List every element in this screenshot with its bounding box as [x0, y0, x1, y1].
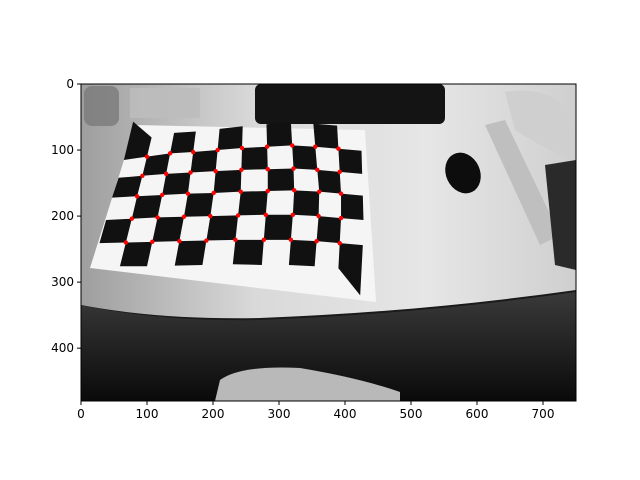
x-tick-label: 700 [532, 407, 555, 421]
checker-square [263, 214, 293, 240]
corner-markers [123, 143, 344, 246]
checker-square [99, 218, 132, 244]
checker-square [112, 175, 143, 198]
corner-point [316, 213, 321, 219]
checker-square [217, 126, 243, 151]
corner-point [261, 237, 267, 243]
corner-point [317, 189, 322, 194]
checker-square [316, 216, 342, 244]
corner-point [239, 167, 244, 173]
x-tick-label: 300 [268, 407, 291, 421]
corner-point [185, 191, 191, 196]
corner-point [140, 173, 145, 178]
checker-square [232, 239, 264, 265]
checker-square [123, 121, 152, 160]
x-tick-label: 500 [400, 407, 423, 421]
corner-point [337, 240, 342, 246]
checker-square [162, 172, 191, 195]
checker-square [238, 190, 268, 216]
checker-square [338, 243, 363, 296]
checker-square [174, 240, 207, 266]
corner-point [288, 237, 294, 243]
checker-square [341, 193, 364, 221]
checker-square [292, 190, 320, 217]
corner-point [238, 189, 243, 194]
corner-point [181, 214, 187, 219]
corner-point [177, 238, 182, 244]
corner-point [264, 144, 270, 149]
checker-square [338, 148, 363, 174]
corner-point [129, 216, 135, 221]
corner-point [290, 212, 296, 217]
checker-square [152, 216, 184, 242]
corner-point [167, 151, 173, 156]
corner-point [291, 188, 297, 193]
corner-point [265, 166, 270, 172]
corner-point [239, 145, 245, 151]
y-axis: 0 100 200 300 400 [51, 77, 81, 355]
checker-square [241, 146, 268, 170]
y-tick-label: 100 [51, 143, 74, 157]
x-tick-label: 100 [136, 407, 159, 421]
keyboard-icon [255, 84, 445, 124]
y-tick-label: 400 [51, 341, 74, 355]
corner-point [123, 240, 129, 245]
checker-square [183, 192, 214, 217]
corner-point [188, 170, 193, 175]
corner-point [338, 215, 344, 221]
corner-point [204, 238, 209, 243]
x-tick-label: 200 [202, 407, 225, 421]
checker-square [292, 145, 318, 170]
checker-square [119, 241, 153, 267]
corner-point [315, 167, 320, 173]
checker-square [142, 153, 171, 176]
y-tick-label: 300 [51, 275, 74, 289]
y-tick-label: 0 [66, 77, 74, 91]
camera-image [81, 84, 576, 401]
corner-point [215, 147, 220, 153]
checker-square [317, 169, 342, 194]
corner-point [213, 168, 218, 174]
x-tick-label: 400 [334, 407, 357, 421]
corner-point [337, 169, 342, 175]
corner-point [265, 188, 270, 194]
corner-point [163, 171, 169, 177]
corner-point [235, 213, 241, 218]
checker-square [313, 123, 339, 149]
checker-square [288, 239, 317, 267]
x-tick-label: 600 [466, 407, 489, 421]
checker-square [267, 168, 295, 191]
corner-point [263, 212, 268, 217]
checker-square [190, 150, 218, 173]
x-tick-label: 0 [77, 407, 85, 421]
hand-icon [215, 367, 400, 401]
corner-point [150, 239, 155, 245]
corner-point [191, 149, 196, 155]
corner-point [144, 154, 150, 159]
corner-point [314, 238, 319, 244]
computer-mouse-icon [445, 152, 481, 194]
checker-square [206, 215, 239, 241]
checker-square [213, 169, 242, 193]
corner-point [155, 215, 160, 220]
y-tick-label: 200 [51, 209, 74, 223]
checker-square [266, 122, 293, 147]
corner-point [159, 192, 165, 198]
corner-point [291, 166, 296, 171]
corner-point [134, 194, 140, 199]
corner-point [211, 190, 216, 196]
axes-frame [80, 83, 577, 402]
corner-point [338, 191, 344, 196]
checker-square [170, 131, 196, 154]
corner-point [336, 146, 341, 151]
checker-square [131, 194, 163, 219]
x-axis: 0 100 200 300 400 500 600 700 [77, 401, 554, 421]
corner-point [290, 143, 295, 148]
corner-point [208, 213, 213, 219]
corner-point [313, 144, 318, 149]
corner-point [233, 237, 238, 243]
